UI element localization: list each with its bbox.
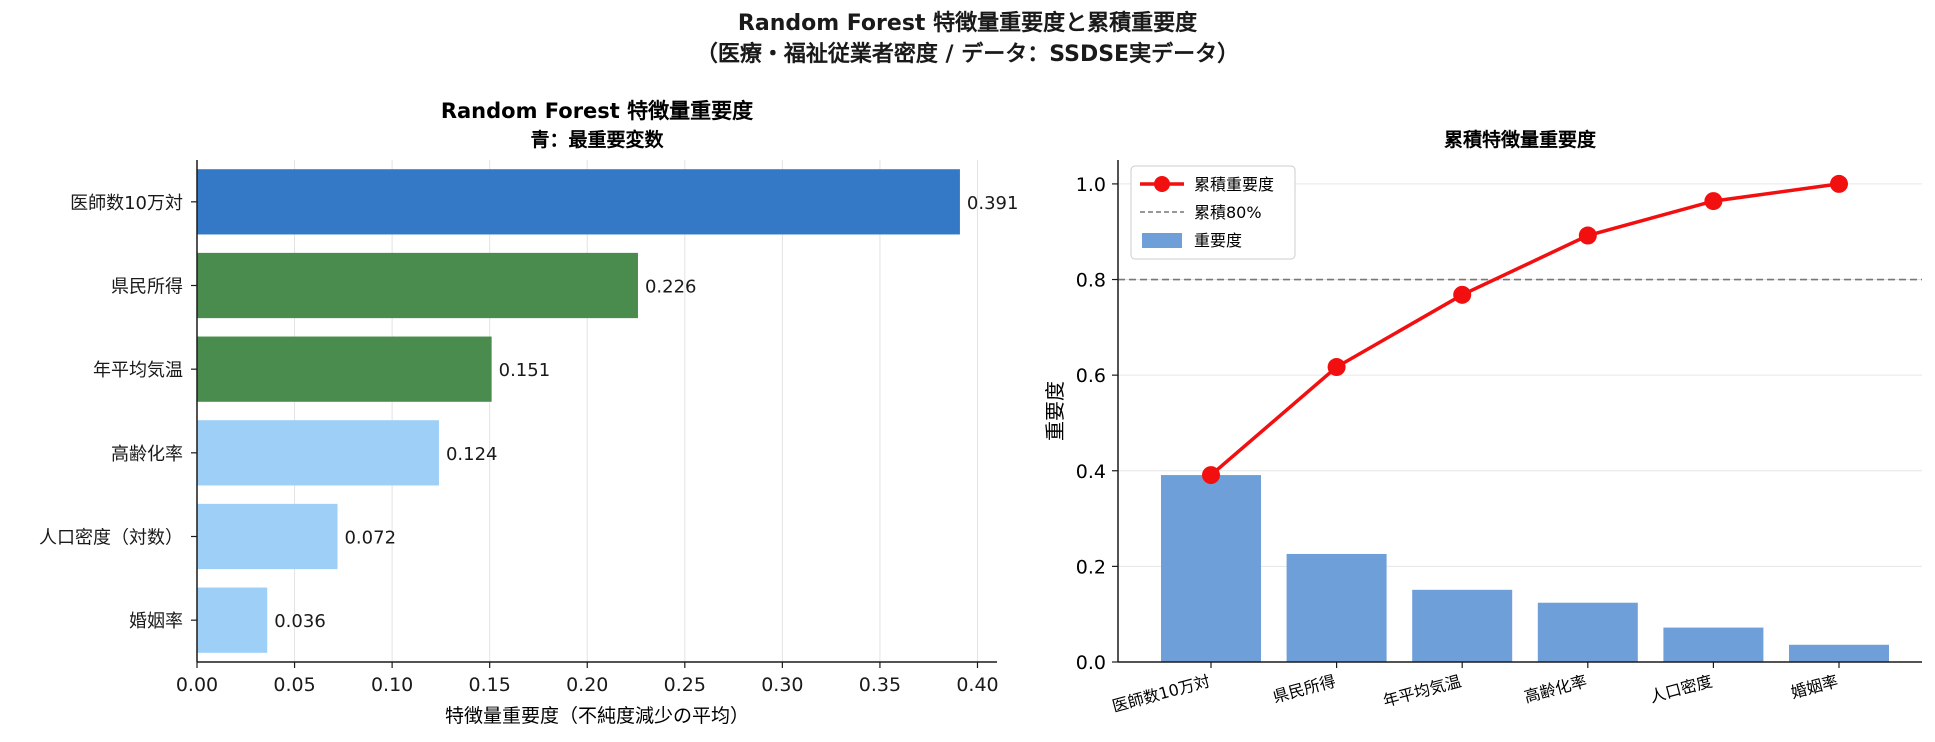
legend-label: 累積重要度 xyxy=(1194,175,1274,194)
cumulative-point xyxy=(1453,285,1472,304)
y-tick-label: 年平均気温 xyxy=(93,360,183,381)
y-tick-label: 人口密度（対数） xyxy=(39,528,183,549)
importance-bar xyxy=(1412,589,1513,662)
bar xyxy=(197,169,960,235)
y-tick-label: 0.2 xyxy=(1076,556,1106,578)
bar-value-label: 0.036 xyxy=(274,611,326,632)
bar-value-label: 0.226 xyxy=(645,277,697,298)
x-tick-label: 医師数10万対 xyxy=(1110,672,1212,716)
x-tick-label: 0.30 xyxy=(761,674,803,696)
x-axis-label: 特徴量重要度（不純度減少の平均） xyxy=(445,705,749,727)
bar xyxy=(197,420,439,486)
x-tick-label: 高齢化率 xyxy=(1522,672,1589,707)
x-tick-label: 0.20 xyxy=(566,674,608,696)
x-tick-label: 婚姻率 xyxy=(1789,672,1840,703)
cumulative-importance-chart: 0.0 0.2 0.4 0.6 0.8 1.0 医師数10万対 県民所得 年平均気温 高齢化率 人口… xyxy=(1043,128,1922,716)
bar xyxy=(197,587,268,653)
figure-subtitle: （医療・福祉従業者密度 / データ：SSDSE実データ） xyxy=(695,42,1240,67)
cumulative-point xyxy=(1327,358,1346,377)
y-tick-label: 0.8 xyxy=(1076,270,1106,292)
x-tick-label: 0.00 xyxy=(176,674,218,696)
legend-label: 重要度 xyxy=(1194,231,1242,250)
y-tick-label: 医師数10万対 xyxy=(70,193,183,214)
bar-value-label: 0.391 xyxy=(967,193,1019,214)
y-tick-label: 0.0 xyxy=(1076,652,1106,674)
importance-bar xyxy=(1537,602,1638,662)
legend-label: 累積80% xyxy=(1194,203,1262,222)
x-tick-label: 0.40 xyxy=(956,674,998,696)
y-tick-label: 高齢化率 xyxy=(111,444,183,465)
chart-title: 累積特徴量重要度 xyxy=(1444,128,1597,151)
bar xyxy=(197,336,492,402)
x-tick-label: 年平均気温 xyxy=(1381,672,1463,711)
legend-bar-swatch xyxy=(1142,233,1182,248)
importance-bar xyxy=(1286,553,1387,662)
x-tick-label: 0.15 xyxy=(469,674,511,696)
bar-value-label: 0.151 xyxy=(499,360,551,381)
figure-title: Random Forest 特徴量重要度と累積重要度 xyxy=(737,11,1198,36)
bar-value-label: 0.072 xyxy=(344,528,396,549)
importance-bar xyxy=(1789,644,1889,662)
y-tick-label: 1.0 xyxy=(1076,174,1106,196)
chart-subtitle: 青：最重要変数 xyxy=(530,128,664,151)
y-tick-label: 0.4 xyxy=(1076,461,1106,483)
cumulative-point xyxy=(1830,174,1848,193)
x-tick-label: 人口密度 xyxy=(1648,672,1715,707)
x-tick-label: 県民所得 xyxy=(1271,672,1338,707)
y-tick-label: 0.6 xyxy=(1076,365,1106,387)
cumulative-point xyxy=(1202,466,1220,485)
bar-value-label: 0.124 xyxy=(446,444,498,465)
importance-bar-chart: 0.391 医師数10万対 0.226 県民所得 0.151 年平均気温 0.124 高齢化率… xyxy=(39,99,1018,727)
importance-bar xyxy=(1161,475,1261,662)
bar xyxy=(197,503,338,570)
cumulative-point xyxy=(1578,226,1597,245)
y-tick-label: 県民所得 xyxy=(111,277,183,298)
y-axis-label: 重要度 xyxy=(1043,381,1067,441)
importance-bar xyxy=(1663,627,1764,662)
x-tick-label: 0.35 xyxy=(859,674,901,696)
x-tick-label: 0.25 xyxy=(664,674,706,696)
x-tick-label: 0.05 xyxy=(273,674,315,696)
x-tick-label: 0.10 xyxy=(371,674,413,696)
cumulative-point xyxy=(1704,192,1723,211)
y-tick-label: 婚姻率 xyxy=(129,611,183,632)
chart-title: Random Forest 特徴量重要度 xyxy=(441,99,753,123)
cumulative-line xyxy=(1209,182,1840,477)
bar xyxy=(197,252,638,319)
legend-marker-swatch xyxy=(1154,176,1170,192)
